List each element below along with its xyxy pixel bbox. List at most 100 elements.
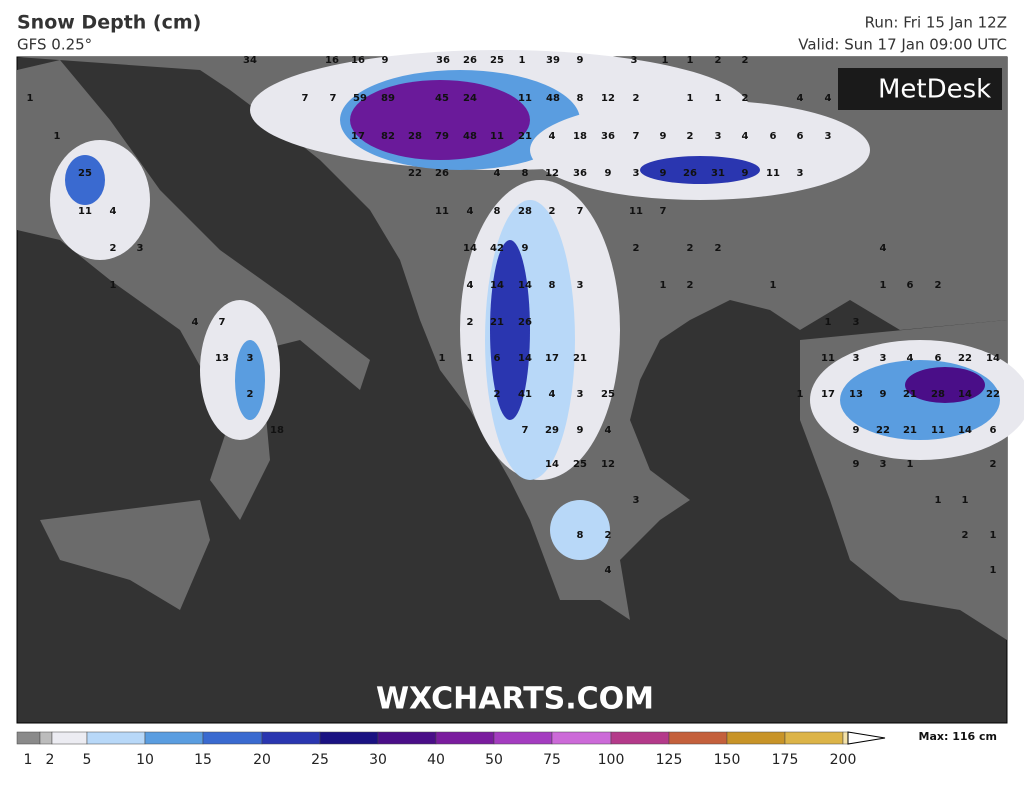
map-label: 2	[687, 131, 694, 142]
map-label: 4	[605, 565, 612, 576]
legend-swatch	[319, 731, 379, 745]
map-label: 4	[907, 353, 914, 364]
map-label: 2	[715, 55, 722, 66]
map-label: 29	[545, 425, 559, 436]
map-label: 1	[660, 280, 667, 291]
map-label: 13	[215, 353, 229, 364]
map-label: 3	[825, 131, 832, 142]
map-label: 3	[633, 168, 640, 179]
legend-tick-label: 30	[369, 752, 387, 768]
map-label: 12	[545, 168, 559, 179]
legend-tick-label: 25	[311, 752, 329, 768]
legend-swatch	[202, 731, 263, 745]
map-label: 25	[573, 459, 587, 470]
legend-swatch	[16, 731, 41, 745]
map-label: 22	[986, 389, 1000, 400]
map-label: 25	[601, 389, 615, 400]
legend-swatch	[668, 731, 728, 745]
map-label: 4	[192, 317, 199, 328]
map-label: 2	[494, 389, 501, 400]
map-label: 6	[907, 280, 914, 291]
map-label: 1	[27, 93, 34, 104]
legend-tick-label: 50	[485, 752, 503, 768]
map-label: 7	[660, 206, 667, 217]
map-label: 2	[742, 93, 749, 104]
logo: MetDesk	[878, 75, 991, 105]
map-label: 3	[797, 168, 804, 179]
map-label: 9	[880, 389, 887, 400]
map-label: 59	[353, 93, 367, 104]
map-label: 89	[381, 93, 395, 104]
map-label: 8	[522, 168, 529, 179]
map-label: 1	[962, 495, 969, 506]
map-label: 4	[110, 206, 117, 217]
map-label: 17	[821, 389, 835, 400]
map-label: 3	[631, 55, 638, 66]
map-label: 28	[518, 206, 532, 217]
legend-tick-label: 75	[543, 752, 561, 768]
legend-swatch	[493, 731, 553, 745]
map-label: 41	[518, 389, 532, 400]
map-label: 4	[494, 168, 501, 179]
legend-tick-label: 15	[194, 752, 212, 768]
title: Snow Depth (cm)	[17, 12, 201, 34]
map-label: 9	[660, 168, 667, 179]
legend-swatch	[726, 731, 786, 745]
map-label: 11	[629, 206, 643, 217]
map-label: 2	[633, 243, 640, 254]
map-label: 2	[990, 459, 997, 470]
map-label: 1	[662, 55, 669, 66]
map-label: 21	[490, 317, 504, 328]
map-label: 4	[825, 93, 832, 104]
map-label: 3	[880, 459, 887, 470]
map-label: 16	[325, 55, 339, 66]
map-label: 26	[518, 317, 532, 328]
map-label: 1	[110, 280, 117, 291]
map-label: 4	[549, 131, 556, 142]
legend-max: Max: 116 cm	[919, 730, 997, 743]
map-label: 12	[601, 93, 615, 104]
map-label: 7	[633, 131, 640, 142]
subtitle: GFS 0.25°	[17, 36, 92, 54]
map-label: 14	[463, 243, 477, 254]
map-label: 22	[408, 168, 422, 179]
legend-tick-label: 200	[830, 752, 857, 768]
map-label: 9	[382, 55, 389, 66]
map-label: 11	[931, 425, 945, 436]
logo-box	[838, 68, 1002, 110]
legend-tick-label: 100	[598, 752, 625, 768]
map-label: 39	[546, 55, 560, 66]
map-label: 9	[853, 425, 860, 436]
map-label: 3	[853, 353, 860, 364]
map-label: 14	[518, 280, 532, 291]
map-label: 3	[577, 389, 584, 400]
map-label: 25	[78, 168, 92, 179]
map-label: 9	[605, 168, 612, 179]
map-label: 26	[683, 168, 697, 179]
map-label: 4	[605, 425, 612, 436]
map-label: 2	[715, 243, 722, 254]
map-label: 7	[330, 93, 337, 104]
legend-swatch	[377, 731, 437, 745]
map-label: 48	[463, 131, 477, 142]
map-label: 1	[907, 459, 914, 470]
map-label: 2	[110, 243, 117, 254]
map-label: 7	[219, 317, 226, 328]
map-label: 1	[935, 495, 942, 506]
map-label: 3	[247, 353, 254, 364]
map-label: 14	[490, 280, 504, 291]
map-label: 36	[436, 55, 450, 66]
run: Run: Fri 15 Jan 12Z	[865, 14, 1007, 32]
legend-swatch	[610, 731, 670, 745]
legend-swatch	[144, 731, 204, 745]
map-label: 42	[490, 243, 504, 254]
map-label: 4	[549, 389, 556, 400]
legend-tick-label: 40	[427, 752, 445, 768]
map-label: 48	[546, 93, 560, 104]
map	[16, 50, 1024, 724]
map-label: 8	[494, 206, 501, 217]
map-label: 22	[876, 425, 890, 436]
map-label: 3	[880, 353, 887, 364]
map-label: 2	[687, 280, 694, 291]
legend-swatch	[86, 731, 146, 745]
